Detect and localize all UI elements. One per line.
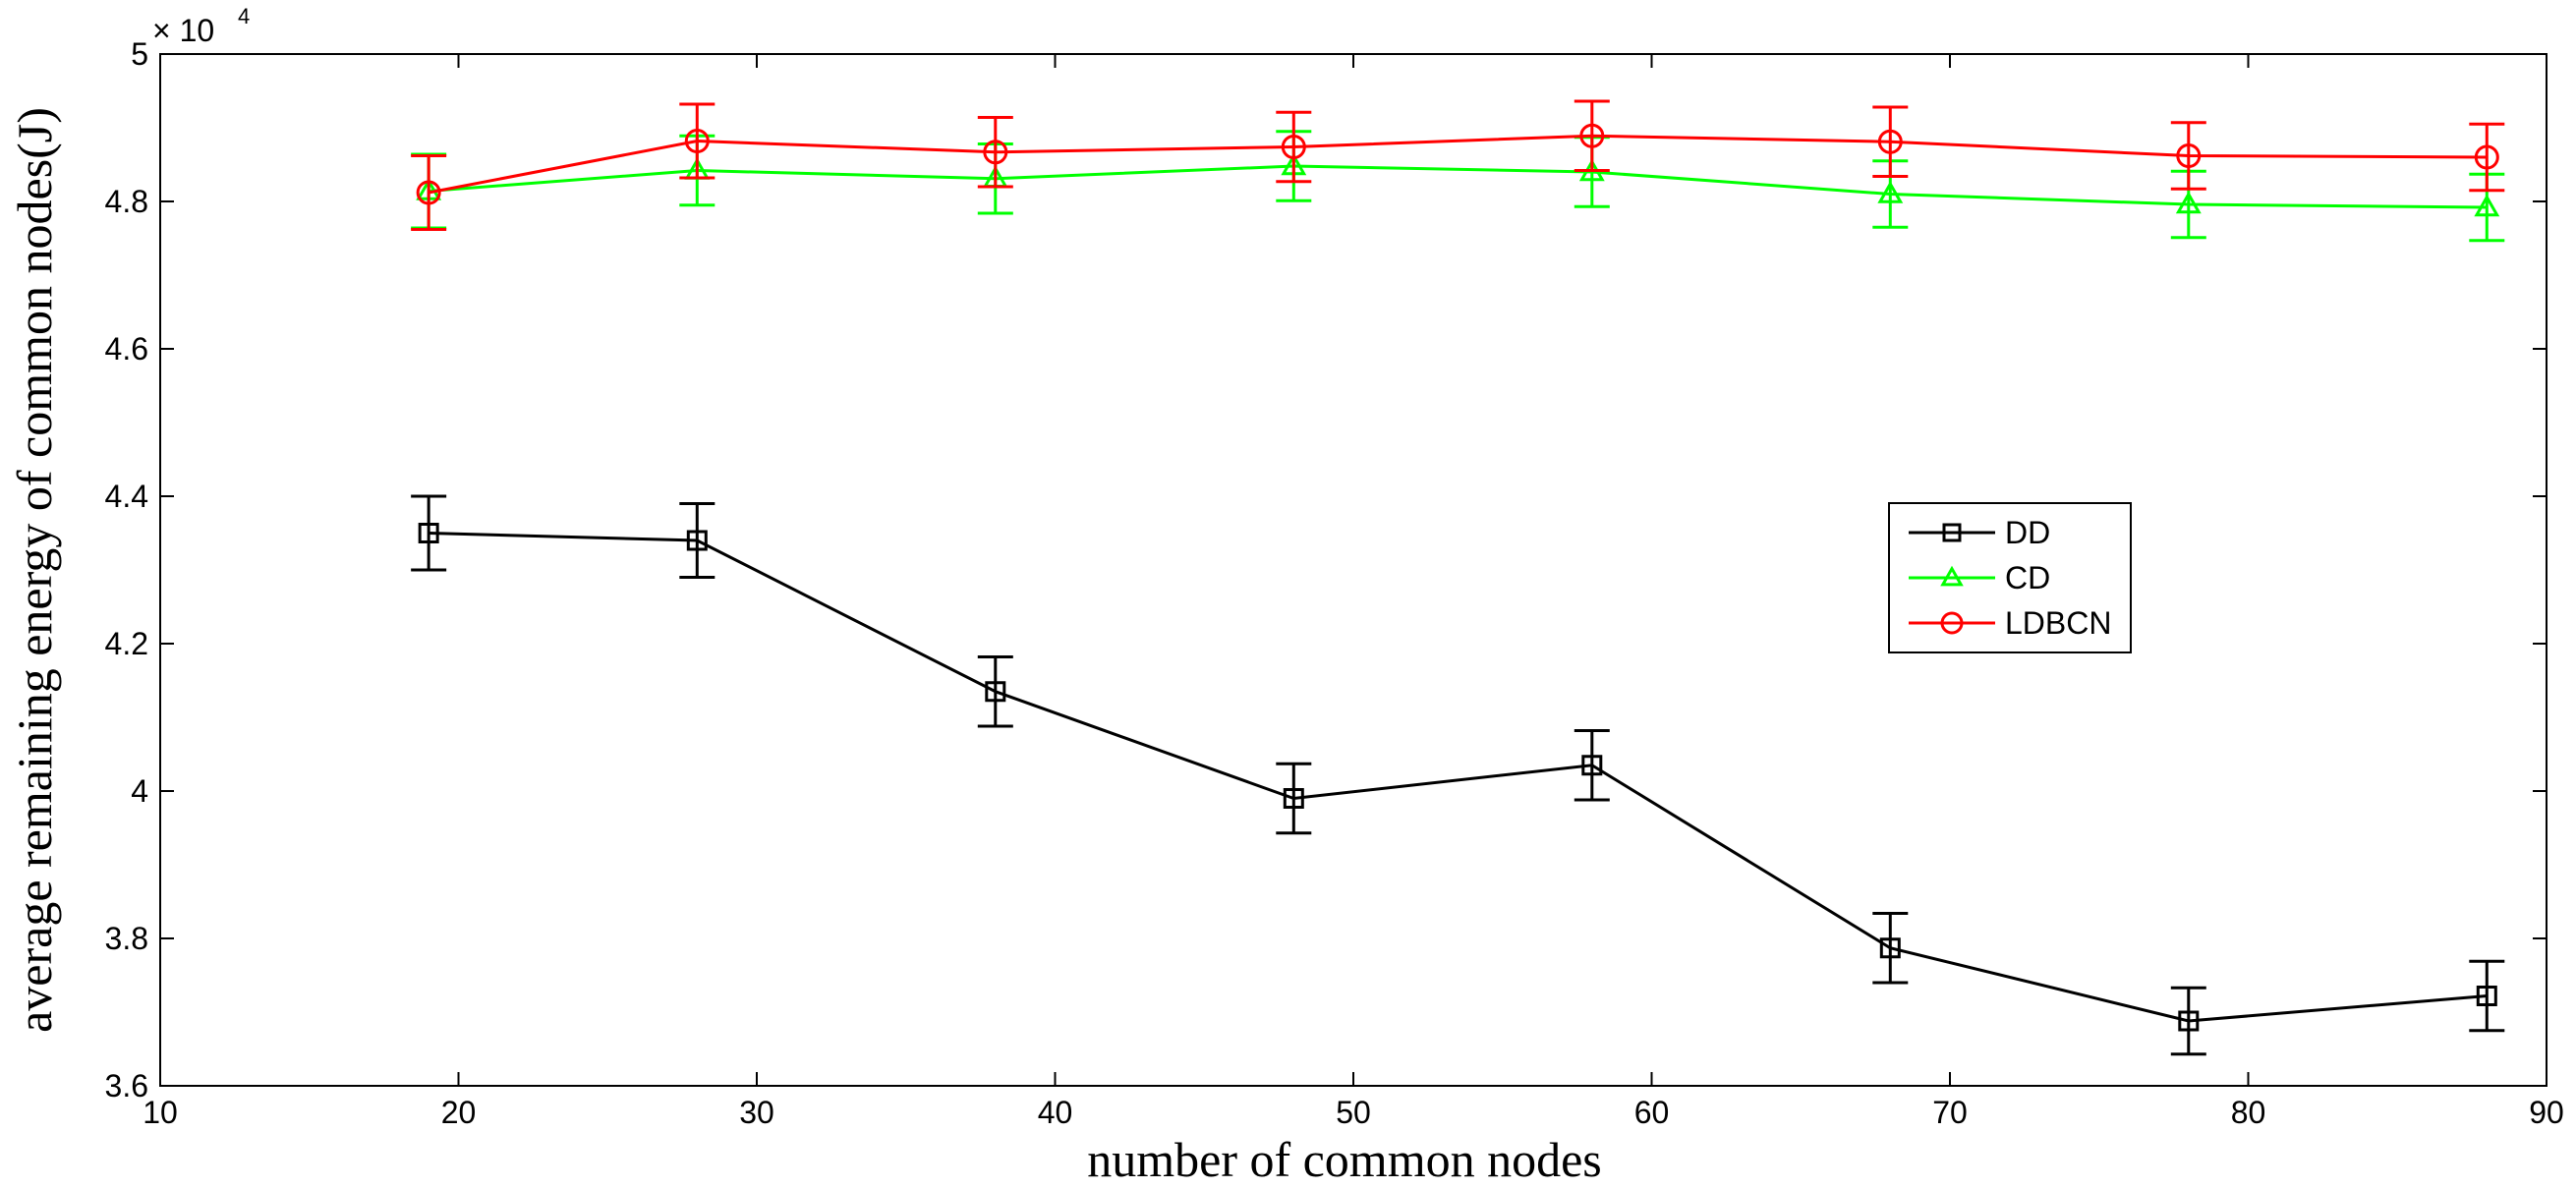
point-marker	[1581, 755, 1603, 776]
point-marker	[1877, 129, 1903, 154]
series-dd	[411, 494, 2505, 1056]
point-marker	[2476, 986, 2497, 1006]
point-marker	[1281, 135, 1306, 159]
point-marker	[985, 681, 1006, 703]
series-ldbcn	[411, 99, 2505, 231]
legend-label: CD	[2005, 560, 2050, 595]
legend-item-ldbcn: LDBCN	[1909, 605, 2111, 641]
x-tick-label: 10	[143, 1095, 178, 1130]
series-line	[429, 164, 2488, 209]
y-multiplier-exponent: 4	[238, 4, 250, 28]
y-tick-label: 4.6	[105, 331, 148, 367]
point-marker	[1940, 565, 1964, 587]
y-tick-label: 4.2	[105, 626, 148, 661]
y-multiplier-label: × 10	[152, 13, 214, 48]
point-marker	[2178, 1010, 2200, 1032]
x-tick-label: 40	[1038, 1095, 1073, 1130]
point-marker	[684, 129, 710, 153]
y-tick-label: 4.8	[105, 184, 148, 219]
point-marker	[1579, 123, 1605, 148]
y-tick-label: 4	[131, 773, 148, 809]
x-tick-label: 80	[2231, 1095, 2266, 1130]
point-marker	[418, 523, 439, 543]
x-tick-label: 60	[1634, 1095, 1670, 1130]
point-marker	[416, 180, 441, 205]
series-line	[429, 532, 2488, 1023]
x-tick-label: 50	[1336, 1095, 1371, 1130]
x-tick-label: 90	[2529, 1095, 2564, 1130]
point-marker	[2176, 143, 2202, 168]
plot-background	[160, 54, 2547, 1086]
series-layer	[411, 99, 2505, 1056]
y-tick-label: 4.4	[105, 479, 148, 514]
point-marker	[2175, 191, 2202, 214]
point-marker	[1940, 611, 1964, 635]
point-marker	[2474, 144, 2499, 170]
legend-item-cd: CD	[1909, 560, 2050, 595]
point-marker	[1283, 788, 1304, 809]
point-marker	[686, 530, 708, 551]
point-marker	[1879, 937, 1901, 959]
legend-label: DD	[2005, 515, 2050, 550]
series-line	[428, 134, 2488, 195]
point-marker	[1942, 523, 1962, 542]
point-marker	[1877, 181, 1904, 203]
legend-item-dd: DD	[1909, 515, 2050, 550]
point-marker	[2474, 194, 2500, 217]
ticks-layer	[159, 53, 2547, 1087]
y-tick-label: 5	[131, 36, 148, 72]
y-axis-title: average remaining energy of common nodes…	[7, 107, 62, 1033]
x-axis-title: number of common nodes	[1087, 1132, 1602, 1187]
point-marker	[983, 140, 1008, 165]
x-tick-label: 30	[739, 1095, 774, 1130]
x-tick-label: 20	[441, 1095, 477, 1130]
labels-layer: 10 20 30 40 50 60 70 80 90 3.6 3.8 4 4.2 4.4 4.6 4.8 5	[105, 36, 2564, 1130]
legend: DD CD LDBCN	[1888, 502, 2132, 653]
y-tick-label: 3.6	[105, 1068, 148, 1104]
y-tick-label: 3.8	[105, 921, 148, 956]
x-tick-label: 70	[1932, 1095, 1968, 1130]
legend-label: LDBCN	[2005, 605, 2111, 641]
